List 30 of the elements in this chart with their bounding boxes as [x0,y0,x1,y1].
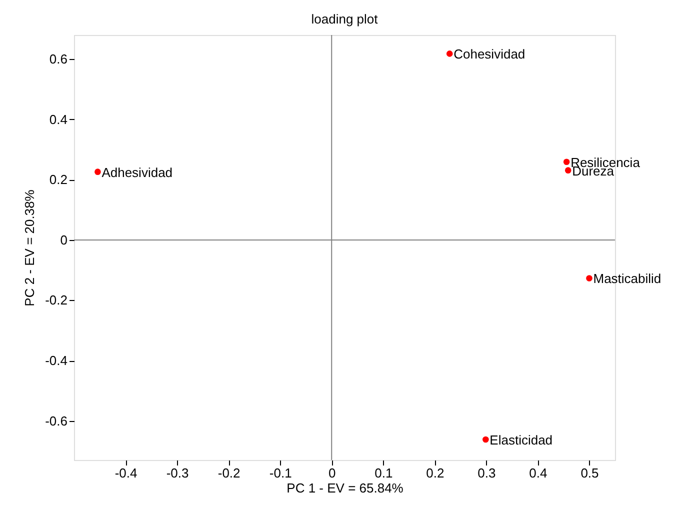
x-tick-label: 0.3 [478,466,496,480]
y-tick-label: 0.4 [49,112,68,127]
x-tick-label: 0.5 [580,466,599,480]
x-axis-title: PC 1 - EV = 65.84% [286,480,404,496]
y-tick-label: 0.2 [49,172,68,188]
x-tick-label: 0.4 [529,466,548,480]
y-tick-label: -0.2 [45,292,68,308]
point [94,168,101,175]
chart-title: loading plot [311,12,378,26]
y-tick-label: 0 [60,232,68,248]
point [446,50,453,57]
annotation: Adhesividad [102,164,173,180]
annotation: Masticabilid [593,271,662,286]
x-tick-label: 0.1 [374,466,393,480]
x-tick-label: -0.4 [114,466,138,480]
point [482,436,489,443]
x-tick-label: -0.2 [218,466,240,480]
annotation: Cohesividad [454,46,526,62]
x-tick-label: 0 [328,466,336,480]
y-tick-label: 0.6 [49,52,68,67]
x-tick-label: 0.2 [426,466,444,480]
annotation: Elasticidad [490,432,553,448]
point [586,275,592,282]
point [564,167,572,174]
point [563,158,570,166]
y-tick-label: -0.6 [45,413,68,428]
x-tick-label: -0.1 [269,466,292,480]
x-tick-label: -0.3 [166,466,189,480]
y-axis-title: PC 2 - EV = 20.38% [22,189,38,306]
y-tick-label: -0.4 [45,353,68,368]
